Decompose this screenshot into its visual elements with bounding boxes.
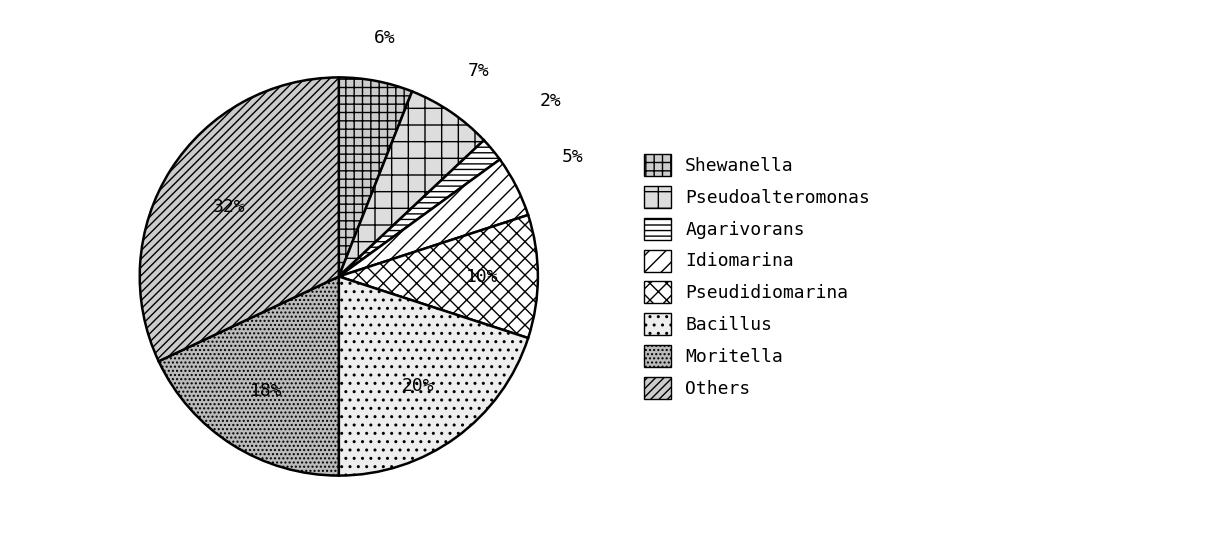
Wedge shape — [139, 77, 339, 361]
Wedge shape — [339, 159, 529, 276]
Text: 2%: 2% — [540, 92, 562, 111]
Text: 32%: 32% — [213, 198, 246, 216]
Wedge shape — [339, 215, 538, 338]
Wedge shape — [339, 91, 484, 276]
Legend: Shewanella, Pseudoalteromonas, Agarivorans, Idiomarina, Pseudidiomarina, Bacillu: Shewanella, Pseudoalteromonas, Agarivora… — [637, 147, 877, 406]
Wedge shape — [339, 77, 411, 276]
Text: 18%: 18% — [250, 382, 282, 400]
Wedge shape — [159, 276, 339, 476]
Wedge shape — [339, 140, 500, 276]
Text: 20%: 20% — [402, 377, 435, 395]
Wedge shape — [339, 276, 529, 476]
Text: 7%: 7% — [468, 62, 489, 80]
Text: 10%: 10% — [466, 268, 499, 285]
Text: 5%: 5% — [562, 148, 584, 166]
Text: 6%: 6% — [373, 29, 395, 47]
